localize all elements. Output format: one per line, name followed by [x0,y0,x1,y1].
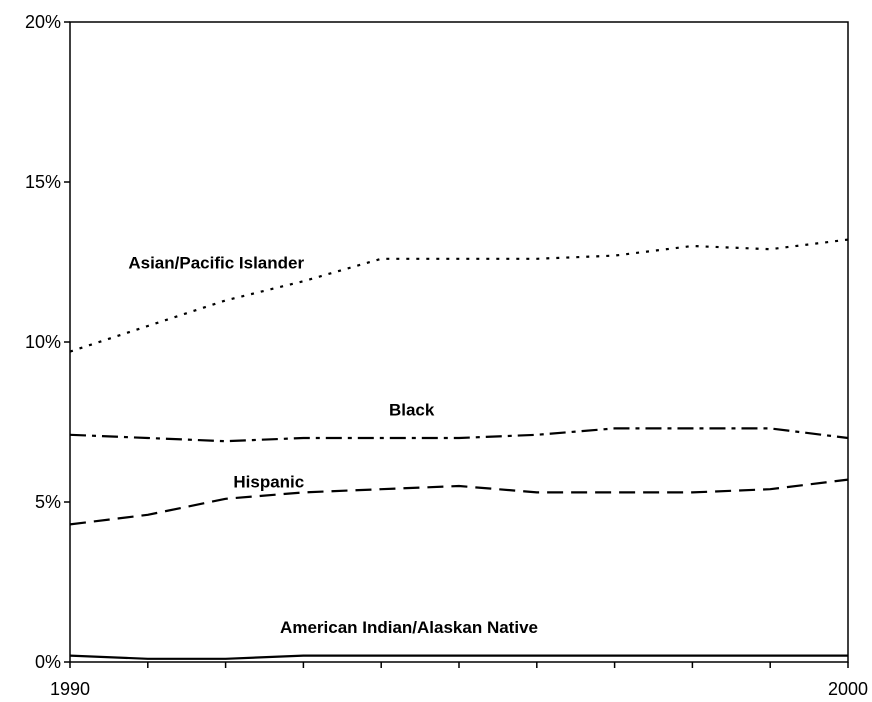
plot-frame [69,21,849,663]
series-labels: Asian/Pacific Islander Black Hispanic Ameri… [128,253,538,637]
y-tick-label: 10% [25,332,61,352]
series-label-2: Black [389,401,435,420]
y-tick-label: 0% [35,652,61,672]
x-tick-label: 1990 [50,679,90,699]
x-axis: 1990 2000 [50,662,868,699]
y-tick-label: 20% [25,12,61,32]
series-lines [69,238,849,660]
series-line-3 [69,478,849,526]
series-label-1: Asian/Pacific Islander [128,253,304,272]
x-tick-label: 2000 [828,679,868,699]
y-tick-label: 5% [35,492,61,512]
y-axis: 0% 5% 10% 15% 20% [25,12,70,672]
series-label-3: Hispanic [233,473,304,492]
y-tick-label: 15% [25,172,61,192]
series-label-4: American Indian/Alaskan Native [280,618,538,637]
series-line-2 [69,427,849,443]
series-line-1 [69,238,849,353]
plot-border [69,21,849,663]
series-line-4 [69,654,848,660]
